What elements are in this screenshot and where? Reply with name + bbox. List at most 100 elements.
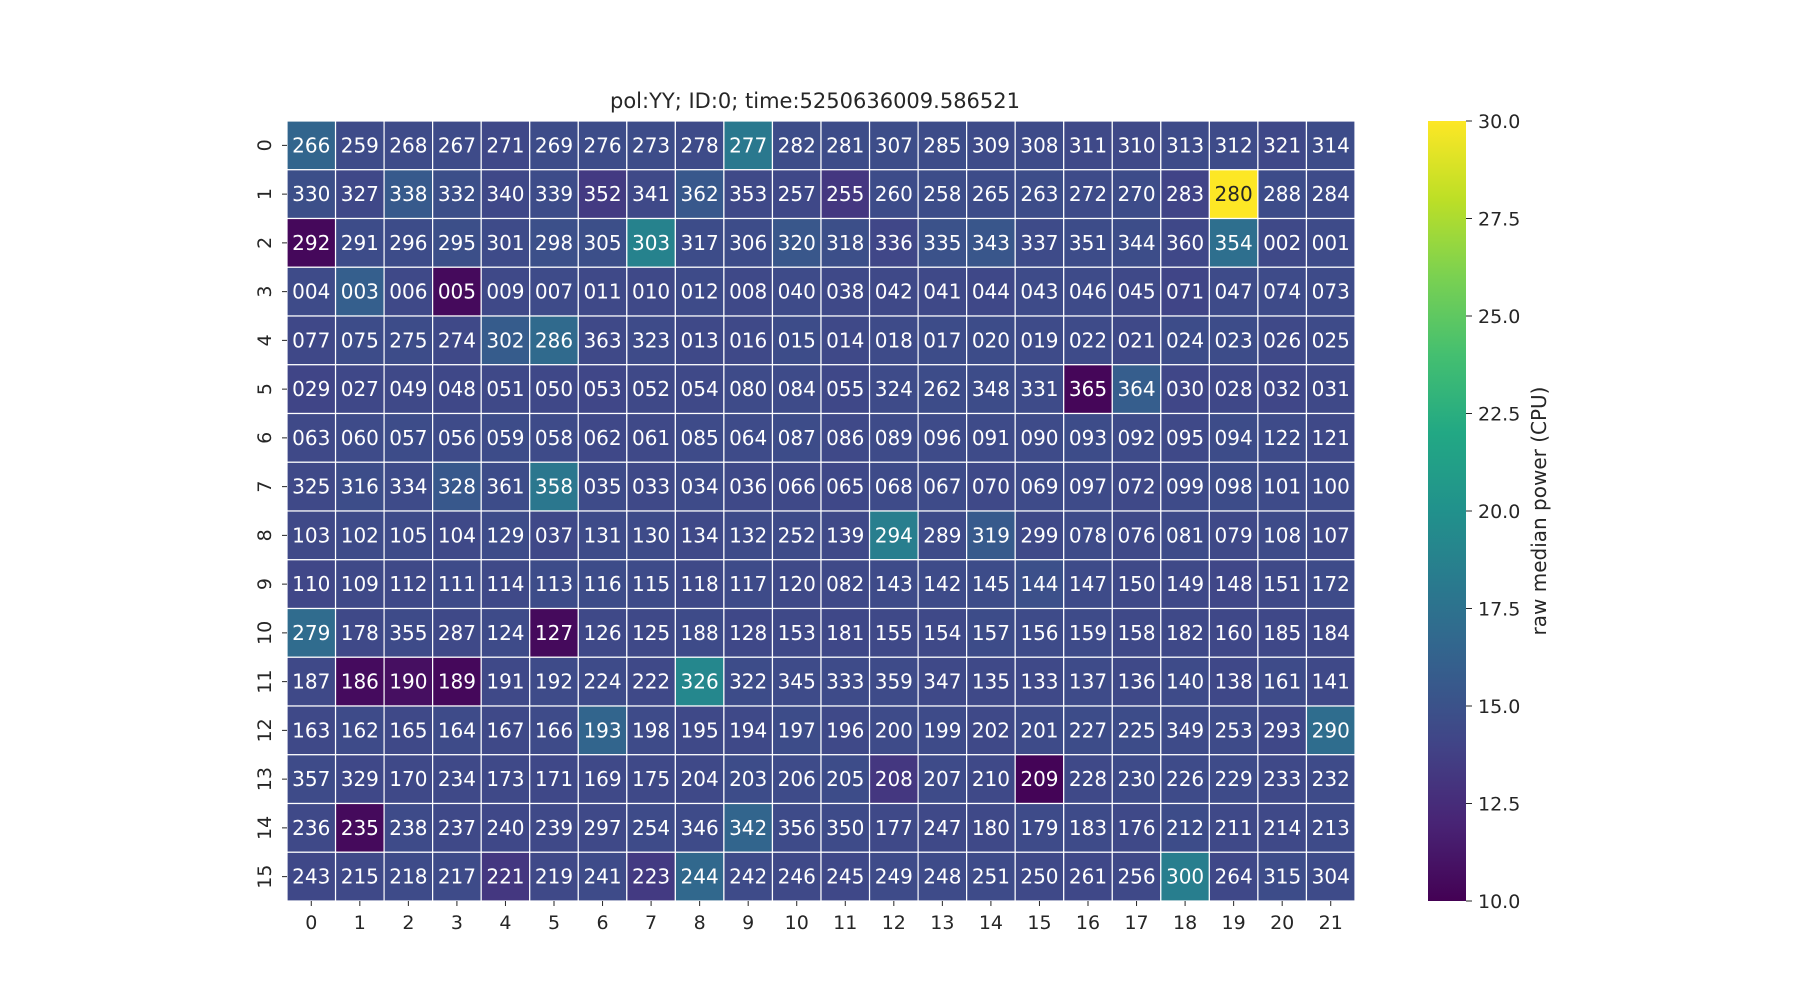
- x-tick-label: 7: [645, 912, 657, 934]
- cell-annotation: 264: [1215, 865, 1253, 889]
- cell-annotation: 200: [875, 718, 913, 742]
- heatmap-cell: [723, 315, 774, 366]
- heatmap-cell: [1063, 217, 1113, 268]
- cell-annotation: 228: [1069, 767, 1107, 791]
- heatmap-cell: [1208, 169, 1259, 220]
- heatmap-cell: [868, 754, 919, 805]
- heatmap-cell: [334, 461, 385, 512]
- cell-annotation: 271: [486, 133, 524, 157]
- heatmap-cell: [1111, 656, 1162, 707]
- x-tick-label: 3: [451, 912, 463, 934]
- x-tick-label: 17: [1124, 912, 1148, 934]
- cell-annotation: 319: [972, 523, 1010, 547]
- cell-annotation: 365: [1069, 377, 1107, 401]
- cell-annotation: 201: [1020, 718, 1058, 742]
- cell-annotation: 237: [438, 816, 476, 840]
- cell-annotation: 143: [875, 572, 913, 596]
- cell-annotation: 066: [778, 475, 816, 499]
- cell-annotation: 257: [778, 182, 816, 206]
- heatmap-cell: [674, 217, 725, 268]
- cell-annotation: 020: [972, 328, 1010, 352]
- heatmap-cell: [626, 754, 676, 805]
- heatmap-cell: [480, 705, 531, 756]
- cell-annotation: 301: [486, 231, 524, 255]
- heatmap-cell: [1257, 656, 1308, 707]
- cell-annotation: 266: [292, 133, 330, 157]
- heatmap-cell: [577, 802, 628, 853]
- cell-annotation: 198: [632, 718, 670, 742]
- heatmap-cell: [1305, 217, 1356, 268]
- cell-annotation: 059: [486, 426, 524, 450]
- heatmap-cell: [383, 851, 434, 902]
- heatmap-cell: [626, 656, 676, 707]
- cell-annotation: 230: [1117, 767, 1155, 791]
- cell-annotation: 184: [1312, 621, 1350, 645]
- cell-annotation: 193: [583, 718, 621, 742]
- heatmap-cell: [577, 266, 628, 317]
- y-tick-label: 12: [254, 718, 276, 742]
- heatmap-cell: [286, 315, 337, 366]
- cell-annotation: 227: [1069, 718, 1107, 742]
- heatmap-cell: [1305, 705, 1356, 756]
- cell-annotation: 202: [972, 718, 1010, 742]
- cell-annotation: 356: [778, 816, 816, 840]
- cell-annotation: 154: [923, 621, 961, 645]
- heatmap-cell: [723, 120, 774, 171]
- cell-annotation: 313: [1166, 133, 1204, 157]
- heatmap-cell: [1063, 315, 1113, 366]
- cell-annotation: 219: [535, 865, 573, 889]
- heatmap-cell: [1305, 851, 1356, 902]
- cell-annotation: 235: [341, 816, 379, 840]
- heatmap-cell: [771, 510, 822, 561]
- heatmap-cell: [1305, 120, 1356, 171]
- heatmap-cell: [674, 559, 725, 610]
- cell-annotation: 244: [681, 865, 719, 889]
- cell-annotation: 349: [1166, 718, 1204, 742]
- cell-annotation: 150: [1117, 572, 1155, 596]
- cell-annotation: 077: [292, 328, 330, 352]
- cell-annotation: 209: [1020, 767, 1058, 791]
- y-tick-label: 6: [254, 432, 276, 444]
- x-tick-label: 1: [354, 912, 366, 934]
- cell-annotation: 102: [341, 523, 379, 547]
- colorbar-tick-label: 27.5: [1478, 209, 1520, 231]
- heatmap-cell: [529, 364, 579, 415]
- cell-annotation: 213: [1312, 816, 1350, 840]
- cell-annotation: 016: [729, 328, 767, 352]
- heatmap-cell: [334, 412, 385, 463]
- cell-annotation: 207: [923, 767, 961, 791]
- heatmap-cell: [966, 656, 1016, 707]
- heatmap-cell: [432, 217, 482, 268]
- heatmap-cell: [820, 266, 871, 317]
- cell-annotation: 044: [972, 280, 1010, 304]
- heatmap-cell: [480, 217, 531, 268]
- heatmap-cell: [917, 705, 968, 756]
- cell-annotation: 096: [923, 426, 961, 450]
- cell-annotation: 017: [923, 328, 961, 352]
- cell-annotation: 357: [292, 767, 330, 791]
- cell-annotation: 302: [486, 328, 524, 352]
- heatmap-cell: [1160, 559, 1210, 610]
- cell-annotation: 283: [1166, 182, 1204, 206]
- cell-annotation: 246: [778, 865, 816, 889]
- cell-annotation: 348: [972, 377, 1010, 401]
- heatmap-cell: [917, 364, 968, 415]
- heatmap-cell: [771, 266, 822, 317]
- heatmap-cell: [1160, 851, 1210, 902]
- cell-annotation: 258: [923, 182, 961, 206]
- cell-annotation: 210: [972, 767, 1010, 791]
- y-tick-label: 8: [254, 529, 276, 541]
- heatmap-cell: [966, 217, 1016, 268]
- y-tick-label: 4: [254, 334, 276, 346]
- cell-annotation: 224: [583, 670, 621, 694]
- heatmap-cell: [1257, 705, 1308, 756]
- y-tick-label: 7: [254, 481, 276, 493]
- cell-annotation: 307: [875, 133, 913, 157]
- cell-annotation: 110: [292, 572, 330, 596]
- heatmap-cell: [1305, 364, 1356, 415]
- cell-annotation: 061: [632, 426, 670, 450]
- heatmap-cell: [820, 510, 871, 561]
- heatmap-cell: [1111, 559, 1162, 610]
- cell-annotation: 351: [1069, 231, 1107, 255]
- heatmap-cell: [917, 851, 968, 902]
